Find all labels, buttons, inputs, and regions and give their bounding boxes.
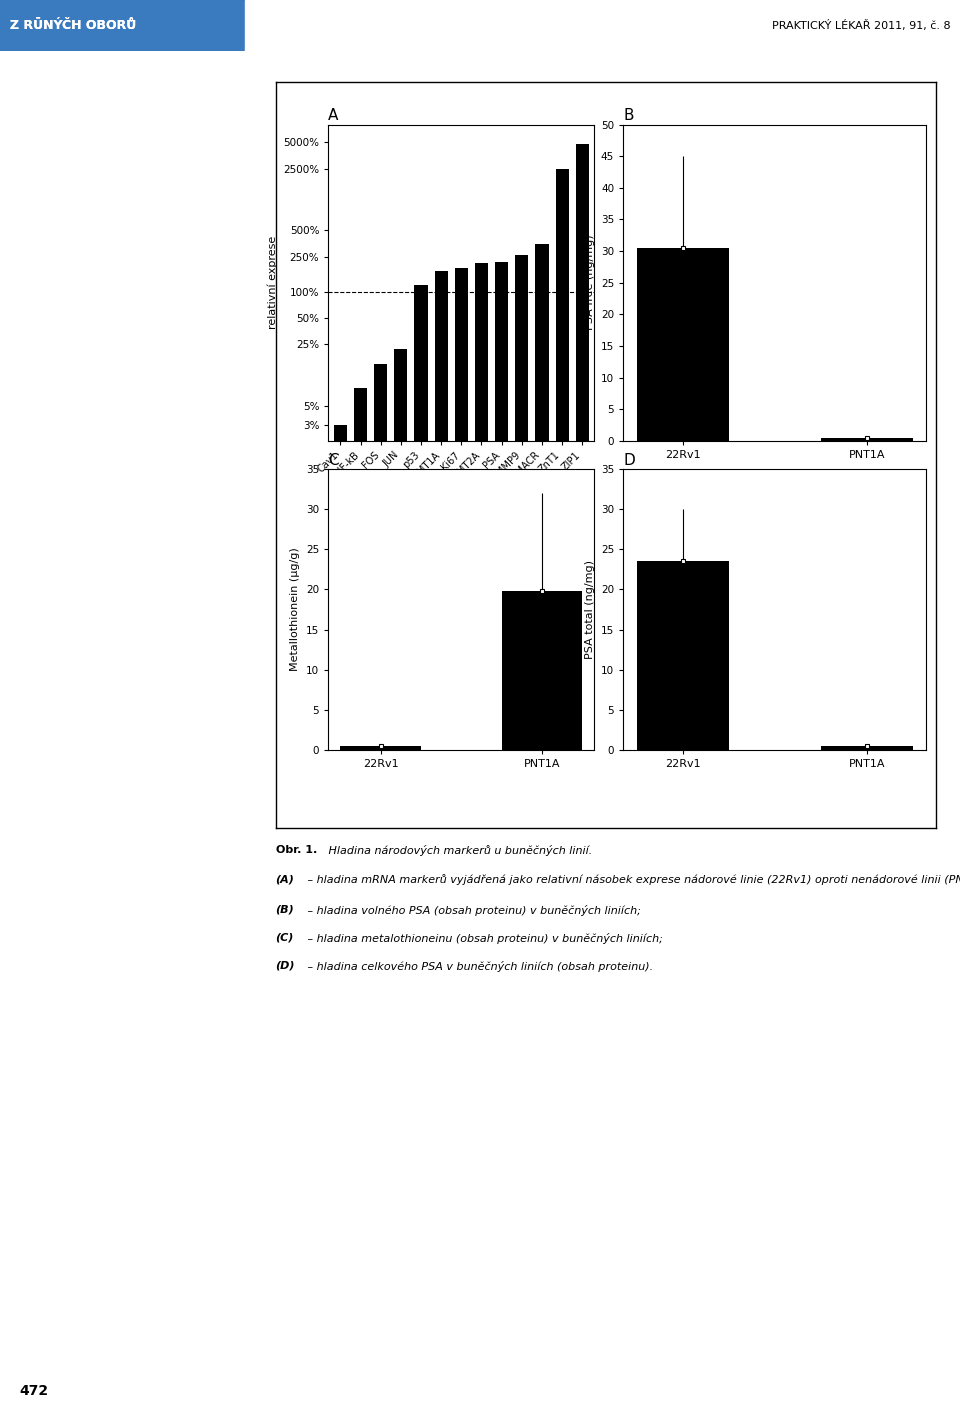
Bar — [636, 562, 729, 750]
Text: – hladina celkového PSA v buněčných liniích (obsah proteinu).: – hladina celkového PSA v buněčných lini… — [304, 961, 654, 972]
Bar — [516, 255, 528, 1415]
X-axis label: sledovaná RNA: sledovaná RNA — [420, 487, 504, 497]
Bar — [536, 243, 548, 1415]
Text: A: A — [328, 109, 339, 123]
Bar — [245, 0, 960, 51]
Bar — [576, 144, 588, 1415]
Text: (C): (C) — [276, 932, 294, 942]
Text: Hladina národových markerů u buněčných linií.: Hladina národových markerů u buněčných l… — [325, 845, 592, 856]
Bar — [354, 388, 367, 1415]
Bar — [821, 746, 913, 750]
Bar — [502, 591, 583, 750]
Bar — [395, 350, 407, 1415]
Bar — [435, 272, 447, 1415]
Bar — [341, 746, 421, 750]
Text: – hladina volného PSA (obsah proteinu) v buněčných liniích;: – hladina volného PSA (obsah proteinu) v… — [304, 904, 641, 916]
Bar — [495, 262, 508, 1415]
Bar — [455, 269, 468, 1415]
Text: (B): (B) — [276, 904, 295, 914]
Bar — [415, 284, 427, 1415]
Text: – hladina mRNA markerů vyjádřená jako relativní násobek exprese nádorové linie (: – hladina mRNA markerů vyjádřená jako re… — [304, 874, 960, 884]
Text: (D): (D) — [276, 961, 295, 971]
Text: PRAKTICKÝ LÉKAŘ 2011, 91, č. 8: PRAKTICKÝ LÉKAŘ 2011, 91, č. 8 — [772, 20, 950, 31]
Y-axis label: PSA total (ng/mg): PSA total (ng/mg) — [586, 560, 595, 659]
Text: Obr. 1.: Obr. 1. — [276, 845, 317, 855]
Text: C: C — [328, 453, 339, 468]
Text: 472: 472 — [19, 1384, 48, 1398]
Bar — [0, 0, 245, 51]
Text: (A): (A) — [276, 874, 295, 884]
Bar — [636, 248, 729, 441]
Bar — [334, 426, 347, 1415]
Text: – hladina metalothioneinu (obsah proteinu) v buněčných liniích;: – hladina metalothioneinu (obsah protein… — [304, 932, 663, 944]
Y-axis label: PSA free (ng/mg): PSA free (ng/mg) — [586, 235, 595, 331]
Bar — [374, 364, 387, 1415]
Text: B: B — [623, 109, 634, 123]
Bar — [821, 437, 913, 441]
Bar — [556, 168, 568, 1415]
Text: D: D — [623, 453, 635, 468]
Text: Z RŪNÝČH OBORŮ: Z RŪNÝČH OBORŮ — [10, 18, 136, 33]
Bar — [475, 263, 488, 1415]
Y-axis label: Metallothionein (µg/g): Metallothionein (µg/g) — [291, 548, 300, 671]
Y-axis label: relativní exprese: relativní exprese — [267, 236, 277, 330]
Text: Z RŪNÝČH OBORŮ: Z RŪNÝČH OBORŮ — [10, 18, 136, 33]
